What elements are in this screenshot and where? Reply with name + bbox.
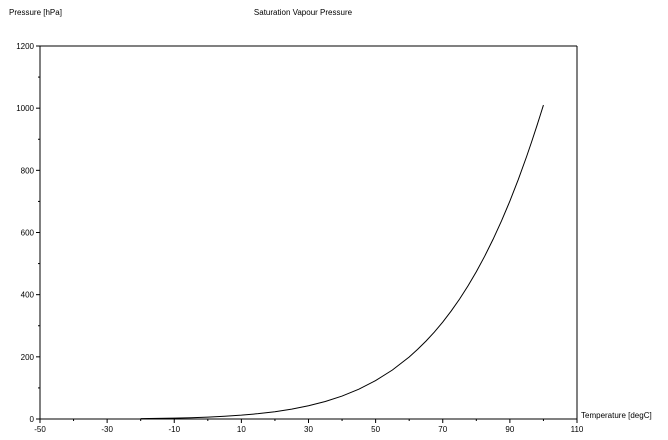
x-tick-label: 70	[438, 425, 447, 434]
x-tick-label: 30	[304, 425, 313, 434]
x-tick-label: -10	[168, 425, 180, 434]
x-tick-label: -30	[101, 425, 113, 434]
y-ticks: 0 200 400 600 800 1000 1200	[16, 42, 40, 424]
x-tick-label: -50	[34, 425, 46, 434]
y-tick-label: 200	[21, 353, 35, 362]
y-tick-label: 1000	[16, 104, 34, 113]
y-tick-label: 400	[21, 291, 35, 300]
y-tick-label: 600	[21, 229, 35, 238]
vapour-pressure-line	[140, 104, 544, 420]
x-axis-label: Temperature [degC]	[581, 411, 652, 420]
y-tick-label: 0	[30, 415, 35, 424]
y-tick-label: 800	[21, 166, 35, 175]
y-axis-label: Pressure [hPa]	[9, 8, 62, 17]
x-ticks: -50 -30 -10 10 30 50 70 90 110	[34, 419, 584, 434]
x-tick-label: 110	[571, 425, 584, 434]
x-tick-label: 90	[505, 425, 514, 434]
y-tick-label: 1200	[16, 42, 34, 51]
x-tick-label: 10	[237, 425, 246, 434]
x-tick-label: 50	[371, 425, 380, 434]
chart-title: Saturation Vapour Pressure	[254, 8, 353, 17]
